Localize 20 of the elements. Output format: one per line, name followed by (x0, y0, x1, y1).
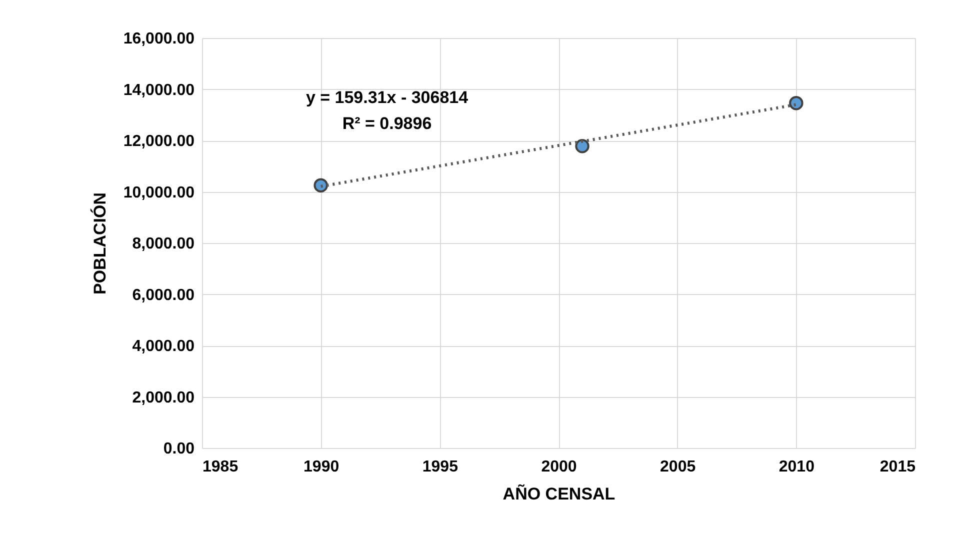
annotation: R² = 0.9896 (342, 114, 432, 133)
y-axis-title: POBLACIÓN (89, 192, 110, 294)
x-tick-label: 2015 (880, 458, 916, 476)
x-tick-label: 2010 (778, 458, 815, 476)
x-tick-label: 1995 (422, 458, 458, 476)
y-tick-label: 12,000.00 (123, 133, 195, 150)
y-tick-label: 2,000.00 (132, 389, 195, 406)
y-tick-label: 14,000.00 (123, 82, 195, 99)
y-tick-label: 6,000.00 (132, 286, 195, 304)
y-tick-label: 4,000.00 (132, 338, 195, 355)
x-axis-title: AÑO CENSAL (502, 484, 616, 504)
y-tick-label: 8,000.00 (132, 236, 195, 252)
y-tick-label: 16,000.00 (123, 30, 195, 48)
x-tick-label: 1990 (304, 458, 340, 476)
x-tick-label: 2005 (660, 458, 696, 476)
x-tick-label: 2000 (541, 458, 577, 476)
annotation: y = 159.31x - 306814 (306, 88, 469, 107)
x-tick-label: 1985 (202, 458, 238, 476)
y-tick-label: 10,000.00 (123, 184, 195, 202)
y-tick-label: 0.00 (163, 440, 195, 458)
